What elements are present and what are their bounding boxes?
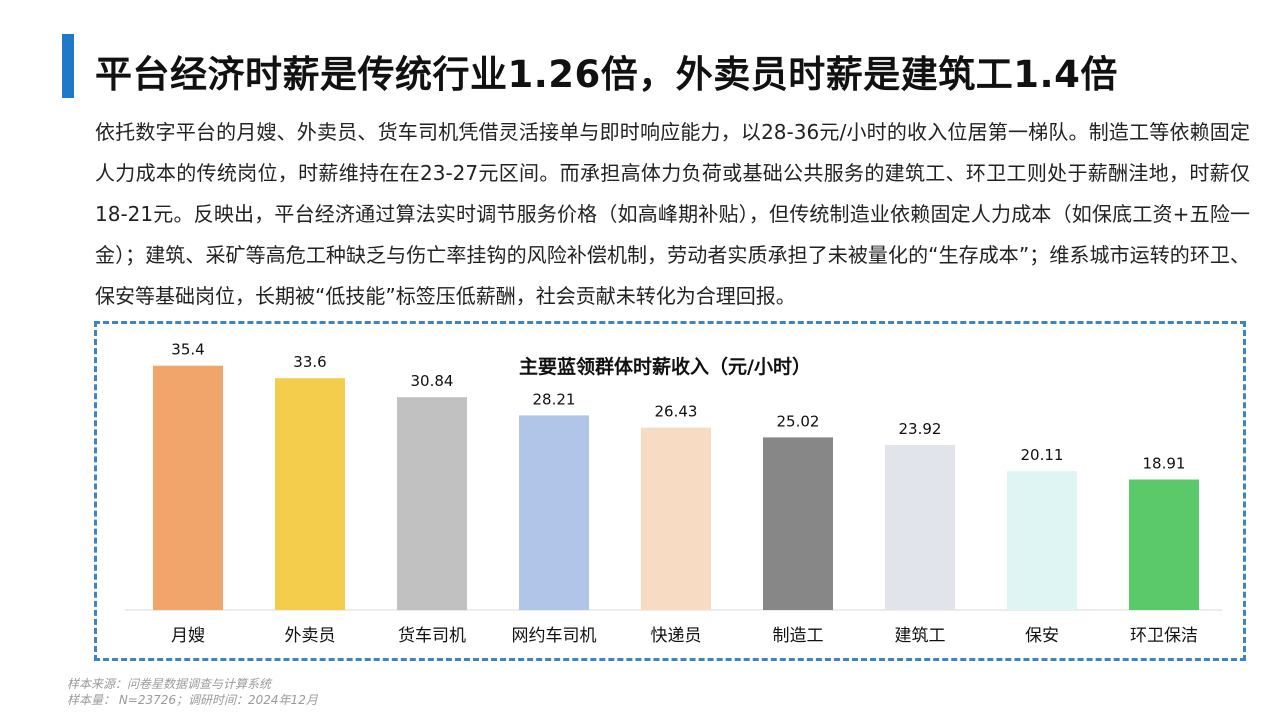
title-accent-bar xyxy=(62,34,74,98)
bar-6 xyxy=(885,445,955,610)
value-label-1: 33.6 xyxy=(293,353,326,371)
bar-chart: 主要蓝领群体时薪收入（元/小时） 35.4 月嫂 33.6 外卖员 30.84 货车司机 2… xyxy=(125,341,1222,646)
value-label-8: 18.91 xyxy=(1143,455,1186,473)
category-label-7: 保安 xyxy=(1025,626,1059,646)
value-label-0: 35.4 xyxy=(171,341,204,359)
bar-5 xyxy=(763,437,833,610)
source-note: 样本来源：问卷星数据调查与计算系统 xyxy=(67,677,272,691)
category-label-4: 快递员 xyxy=(651,626,702,646)
value-label-4: 26.43 xyxy=(655,403,698,421)
body-paragraph: 依托数字平台的月嫂、外卖员、货车司机凭借灵活接单与即时响应能力，以28-36元/… xyxy=(95,120,1250,308)
page-title: 平台经济时薪是传统行业1.26倍，外卖员时薪是建筑工1.4倍 xyxy=(95,53,1118,96)
category-label-6: 建筑工 xyxy=(895,626,946,646)
category-label-1: 外卖员 xyxy=(285,626,336,646)
sample-note: 样本量： N=23726；调研时间：2024年12月 xyxy=(67,693,318,707)
category-label-5: 制造工 xyxy=(773,626,824,646)
chart-container: 主要蓝领群体时薪收入（元/小时） 35.4 月嫂 33.6 外卖员 30.84 货车司机 2… xyxy=(94,321,1246,661)
bar-0 xyxy=(153,365,223,610)
value-label-5: 25.02 xyxy=(777,412,820,430)
category-label-0: 月嫂 xyxy=(171,626,205,646)
bar-7 xyxy=(1007,471,1077,610)
category-label-2: 货车司机 xyxy=(398,626,466,646)
value-label-2: 30.84 xyxy=(411,372,454,390)
bar-3 xyxy=(519,415,589,610)
bar-1 xyxy=(275,378,345,610)
category-label-3: 网约车司机 xyxy=(512,626,597,646)
bars-group: 35.4 月嫂 33.6 外卖员 30.84 货车司机 28.21 网约车司机 26.43 快递员… xyxy=(153,341,1199,646)
footnotes: 样本来源：问卷星数据调查与计算系统 样本量： N=23726；调研时间：2024… xyxy=(67,676,318,708)
category-label-8: 环卫保洁 xyxy=(1130,626,1198,646)
value-label-3: 28.21 xyxy=(533,390,576,408)
bar-8 xyxy=(1129,479,1199,610)
chart-title: 主要蓝领群体时薪收入（元/小时） xyxy=(519,355,811,378)
value-label-6: 23.92 xyxy=(899,420,942,438)
bar-4 xyxy=(641,427,711,610)
value-label-7: 20.11 xyxy=(1021,446,1064,464)
bar-2 xyxy=(397,397,467,610)
